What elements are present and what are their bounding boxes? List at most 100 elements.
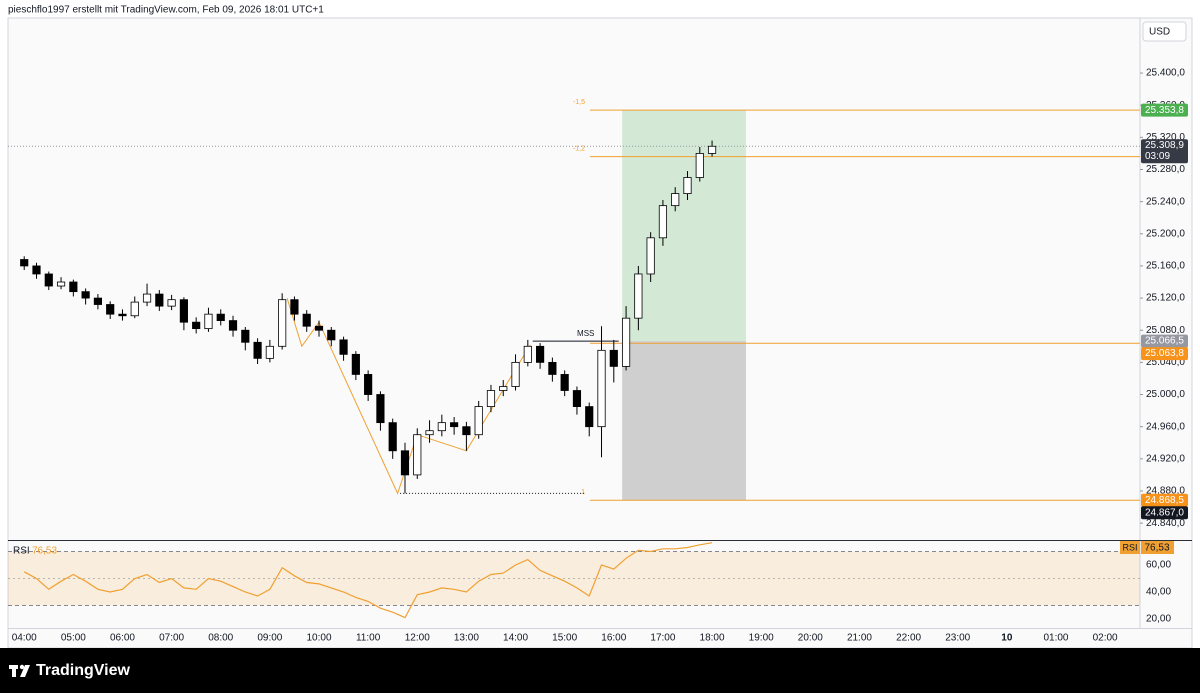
x-tick-label: 05:00: [61, 633, 86, 644]
x-tick-label: 23:00: [945, 633, 970, 644]
candle-body: [499, 386, 508, 391]
footer: [0, 648, 1200, 693]
x-tick-label: 10:00: [306, 633, 331, 644]
zigzag-line: [286, 297, 531, 495]
logo-part: [19, 664, 25, 670]
header-caption: pieschflo1997 erstellt mit TradingView.c…: [8, 5, 324, 16]
candle-body: [290, 299, 299, 315]
y-tick-label: 25.040,0: [1146, 357, 1185, 368]
price-tag: [1141, 347, 1188, 361]
x-tick-label: 01:00: [1043, 633, 1068, 644]
price-tag-label: 25.353,8: [1145, 105, 1184, 116]
candle-body: [339, 339, 348, 355]
candle-body: [548, 361, 557, 375]
last-price-tag: [1141, 139, 1188, 164]
candle-body: [69, 281, 78, 293]
y-tick-label: 25.080,0: [1146, 325, 1185, 336]
rsi-tag-title: RSI: [1122, 542, 1137, 552]
candle-body: [265, 345, 274, 359]
currency-box[interactable]: [1142, 21, 1187, 42]
y-tick-label: 25.400,0: [1146, 68, 1185, 79]
rsi-tick-label: 40,00: [1146, 587, 1171, 598]
price-tag-label: 24.868,5: [1145, 495, 1184, 506]
candle-body: [621, 317, 631, 367]
last-price-countdown: 03:09: [1145, 151, 1170, 162]
x-tick-label: 22:00: [896, 633, 921, 644]
x-tick-label: 06:00: [110, 633, 135, 644]
candle-body: [278, 299, 287, 347]
y-tick-label: 25.240,0: [1146, 196, 1185, 207]
x-tick-label: 18:00: [700, 633, 725, 644]
candle-body: [179, 299, 188, 323]
price-tag-label: 25.063,8: [1145, 348, 1184, 359]
rsi-tag-value: 76,53: [1144, 543, 1169, 554]
x-tick-label: 07:00: [159, 633, 184, 644]
candle-body: [486, 390, 496, 407]
mss-label: MSS: [577, 329, 594, 338]
y-tick-label: 24.840,0: [1146, 518, 1185, 529]
candle-body: [450, 422, 459, 428]
x-tick-label: 02:00: [1093, 633, 1118, 644]
candle-body: [413, 434, 422, 476]
candle-body: [204, 313, 213, 330]
x-tick-label: 19:00: [749, 633, 774, 644]
candle-body: [388, 422, 397, 452]
x-tick-label: 12:00: [405, 633, 430, 644]
candle-body: [302, 313, 311, 327]
candle-body: [474, 406, 483, 436]
x-tick-label: 15:00: [552, 633, 577, 644]
y-tick-label: 25.200,0: [1146, 228, 1185, 239]
candle-body: [314, 325, 324, 331]
price-tag: [1141, 103, 1188, 117]
x-tick-label: 11:00: [356, 633, 381, 644]
y-tick-label: 24.960,0: [1146, 421, 1185, 432]
candle-body: [376, 394, 385, 424]
candle-body: [462, 426, 471, 436]
candle-body: [511, 361, 520, 387]
candle-body: [364, 374, 373, 395]
y-tick-label: 25.320,0: [1146, 132, 1185, 143]
chart-frame: [7, 17, 1193, 649]
candle-body: [536, 345, 545, 363]
price-tag-label: 25.066,5: [1145, 336, 1184, 347]
candle-body: [572, 390, 582, 407]
price-tag: [1141, 506, 1188, 520]
rsi-tick-label: 20,00: [1146, 614, 1171, 625]
candle-body: [253, 341, 262, 359]
x-tick-label: 04:00: [12, 633, 37, 644]
candle-body: [400, 450, 410, 476]
brand-name: TradingView: [36, 662, 131, 679]
candle-body: [155, 293, 164, 307]
currency-label: USD: [1149, 27, 1170, 38]
x-tick-label: 21:00: [847, 633, 872, 644]
rsi-line: [23, 542, 713, 619]
position-stop-zone: [622, 341, 746, 501]
last-price-label: 25.308,9: [1145, 140, 1184, 151]
candle-body: [585, 406, 594, 428]
candle-body: [130, 301, 139, 317]
x-tick-label: 08:00: [208, 633, 233, 644]
candle-body: [695, 153, 704, 178]
candle-body: [351, 353, 360, 375]
candle-body: [597, 349, 606, 428]
candle-body: [634, 273, 643, 319]
y-tick-label: 25.280,0: [1146, 164, 1185, 175]
candle-body: [683, 177, 692, 195]
candle-body: [707, 145, 717, 154]
candle-body: [437, 422, 446, 432]
candle-body: [560, 374, 569, 391]
candle-body: [327, 329, 336, 341]
x-tick-label: 17:00: [650, 633, 675, 644]
candle-body: [106, 304, 115, 315]
y-tick-label: 24.880,0: [1146, 486, 1185, 497]
logo-part: [12, 665, 16, 677]
candle-body: [56, 281, 66, 287]
logo-part: [20, 665, 30, 677]
x-tick-label: 10: [1001, 633, 1013, 644]
candle-body: [671, 193, 680, 207]
candle-body: [609, 349, 618, 367]
rsi-value: 76,53: [32, 546, 57, 557]
candle-body: [32, 265, 41, 275]
y-tick-label: 24.920,0: [1146, 453, 1185, 464]
